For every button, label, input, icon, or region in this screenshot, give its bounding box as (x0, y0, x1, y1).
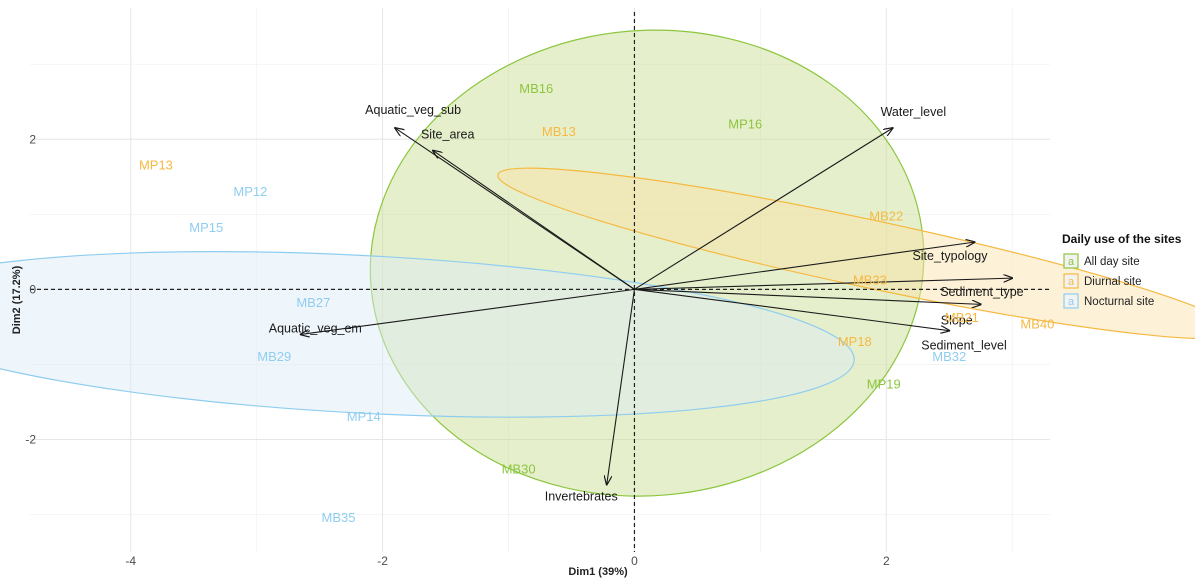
variable-label-site-area: Site_area (421, 128, 475, 142)
legend-label: Nocturnal site (1084, 296, 1154, 308)
variable-label-sediment-level: Sediment_level (921, 339, 1006, 353)
legend: Daily use of the sites a All day site a Diur… (1062, 232, 1182, 309)
point-label-mb40: MB40 (1020, 317, 1054, 332)
point-label-mb21: MB21 (945, 310, 979, 325)
legend-item-nocturnal-site: a Nocturnal site (1063, 293, 1154, 309)
y-axis-title: Dim2 (17.2%) (11, 265, 23, 334)
y-tick-label: 2 (29, 132, 36, 146)
arrow-water-level (634, 128, 892, 290)
x-tick-label: 0 (631, 554, 638, 568)
variable-arrows: Aquatic_veg_sub Site_area Water_level Site_… (269, 103, 1024, 503)
arrow-sediment-type (634, 278, 1012, 290)
point-labels: MB16 MP16 MP19 MB30 MB13 MP13 MB22 MB21 MB40 MP18… (139, 81, 1054, 525)
confidence-ellipses (0, 29, 1195, 497)
arrow-site-area (433, 151, 635, 290)
variable-label-site-typology: Site_typology (912, 249, 988, 263)
variable-label-slope: Slope (941, 313, 973, 327)
point-label-mb32: MB32 (932, 349, 966, 364)
legend-item-all-day-site: a All day site (1063, 253, 1140, 269)
reference-lines (30, 12, 1050, 552)
variable-label-invertebrates: Invertebrates (545, 489, 618, 503)
tick-labels: -4 -2 0 2 -2 0 2 (25, 132, 890, 567)
arrow-slope (634, 288, 980, 304)
point-label-mp13: MP13 (139, 158, 173, 173)
ellipse-all-day-site (369, 29, 925, 497)
arrow-invertebrates (607, 289, 635, 484)
point-label-mb27: MB27 (296, 295, 330, 310)
variable-label-aquatic-veg-em: Aquatic_veg_em (269, 321, 362, 335)
y-tick-label: -2 (25, 432, 36, 446)
variable-label-sediment-type: Sediment_type (940, 285, 1023, 299)
point-label-mp18: MP18 (838, 334, 872, 349)
arrow-site-typology (634, 242, 974, 290)
legend-label: Diurnal site (1084, 276, 1142, 288)
point-label-mb13: MB13 (542, 124, 576, 139)
point-label-mb35: MB35 (322, 510, 356, 525)
legend-key (1063, 253, 1079, 269)
legend-key (1063, 293, 1079, 309)
point-label-mb30: MB30 (502, 461, 536, 476)
legend-key-glyph: a (1068, 296, 1075, 308)
ellipse-diurnal-site (497, 167, 1195, 340)
point-label-mb16: MB16 (519, 81, 553, 96)
legend-item-diurnal-site: a Diurnal site (1063, 273, 1142, 289)
point-label-mp14: MP14 (347, 409, 381, 424)
x-tick-label: -4 (125, 554, 136, 568)
point-label-mp19: MP19 (867, 377, 901, 392)
variable-label-aquatic-veg-sub: Aquatic_veg_sub (365, 103, 461, 117)
legend-label: All day site (1084, 256, 1140, 268)
legend-key (1063, 273, 1079, 289)
x-axis-title: Dim1 (39%) (568, 566, 628, 578)
point-label-mp16: MP16 (728, 116, 762, 131)
x-tick-label: 2 (883, 554, 890, 568)
arrow-sediment-level (634, 288, 949, 330)
legend-key-glyph: a (1068, 276, 1075, 288)
point-label-mb33: MB33 (853, 272, 887, 287)
x-tick-label: -2 (377, 554, 388, 568)
legend-key-glyph: a (1068, 256, 1075, 268)
point-label-mp12: MP12 (233, 184, 267, 199)
arrow-aquatic-veg-em (301, 288, 635, 334)
variable-label-water-level: Water_level (881, 105, 947, 119)
point-label-mb22: MB22 (869, 209, 903, 224)
y-tick-label: 0 (29, 282, 36, 296)
legend-title: Daily use of the sites (1062, 232, 1182, 246)
point-label-mp15: MP15 (189, 220, 223, 235)
point-label-mb29: MB29 (257, 349, 291, 364)
